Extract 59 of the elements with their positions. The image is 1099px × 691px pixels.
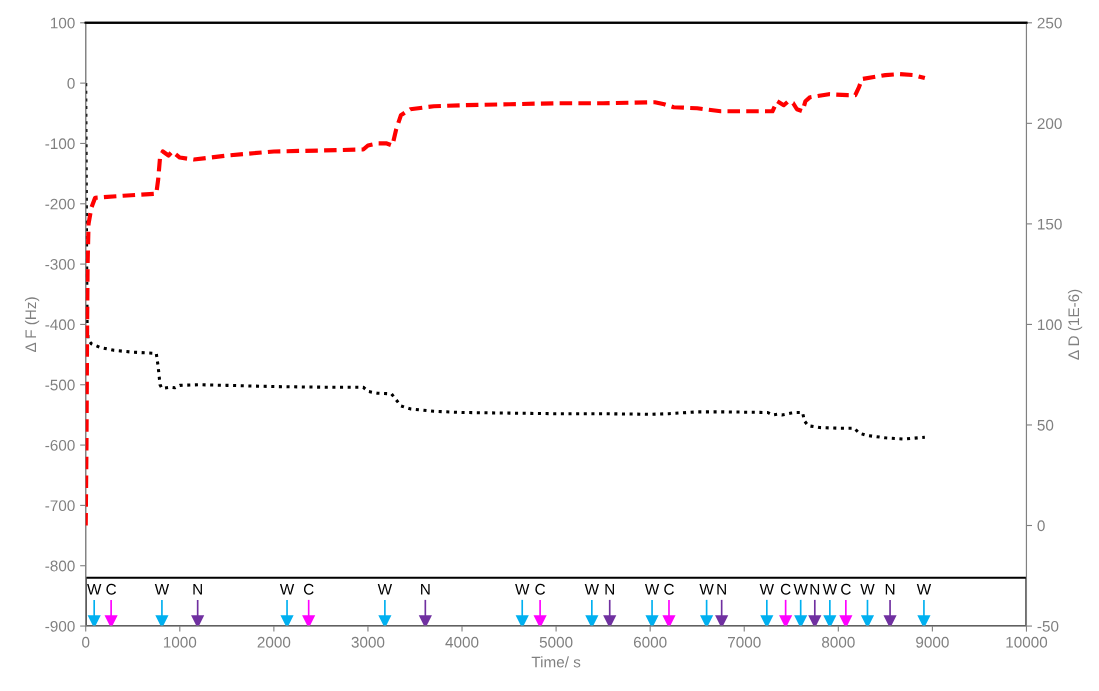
text: C — [535, 583, 546, 595]
y-tick-label: -200 — [45, 198, 75, 210]
x-tick-label: 6000 — [633, 636, 667, 648]
text: W — [916, 584, 932, 595]
text: W — [279, 584, 295, 595]
text: N — [717, 584, 726, 595]
series-label: N — [193, 584, 202, 595]
y2-tick-label: 150 — [1038, 218, 1062, 230]
y2-axis-title: Δ D (1E-6) — [1067, 289, 1083, 360]
y-tick-label: -700 — [45, 500, 75, 512]
text: C — [841, 583, 851, 595]
y-tick-label: -300 — [45, 258, 75, 270]
x-tick-label: 0 — [82, 636, 90, 648]
y-tick-label: -900 — [45, 620, 75, 632]
text: W — [759, 584, 774, 595]
y2-tick-label: 250 — [1037, 17, 1062, 29]
y-tick-label: -100 — [45, 138, 75, 150]
y2-tick-label: 50 — [1037, 419, 1054, 431]
y-tick-label: 0 — [67, 77, 75, 89]
series-label: W — [584, 584, 599, 595]
x-axis-title: Time/ s — [531, 656, 581, 668]
y-axis-title: Δ F (Hz) — [24, 297, 40, 352]
text: W — [515, 584, 530, 595]
y-tick-label: 100 — [50, 17, 75, 29]
x-tick-label: 3000 — [351, 636, 385, 648]
text: W — [699, 584, 714, 595]
y2-tick-label: 0 — [1037, 520, 1045, 532]
x-tick-label: 10000 — [1006, 636, 1048, 648]
y-tick-label: -500 — [45, 379, 75, 391]
text: W — [822, 584, 838, 595]
x-tick-label: 8000 — [821, 636, 855, 648]
x-tick-label: 1000 — [163, 636, 197, 648]
text: W — [860, 584, 875, 595]
x-tick-label: 2000 — [257, 636, 291, 648]
text: N — [605, 584, 614, 595]
y-tick-label: -800 — [45, 560, 75, 572]
y2-tick-label: -50 — [1037, 620, 1059, 632]
text: W — [154, 584, 170, 595]
series-label: C — [106, 583, 117, 595]
y2-tick-label: 200 — [1037, 118, 1062, 130]
x-tick-label: 4000 — [445, 636, 479, 648]
text: W — [87, 584, 102, 595]
text: C — [780, 583, 791, 595]
x-tick-label: 9000 — [916, 636, 949, 648]
text: W — [644, 584, 660, 595]
x-tick-label: 7000 — [728, 636, 761, 648]
y2-tick-label: 100 — [1038, 319, 1062, 331]
x-tick-label: 5000 — [539, 636, 573, 648]
line-series — [85, 81, 927, 441]
text: W — [793, 584, 808, 595]
text: W — [377, 584, 393, 595]
text: N — [885, 584, 895, 595]
line-series — [85, 71, 927, 528]
text: C — [303, 583, 314, 595]
text: N — [810, 584, 820, 595]
y-tick-label: -600 — [45, 439, 75, 451]
text: N — [421, 584, 430, 595]
y-tick-label: -400 — [45, 319, 75, 331]
text: C — [664, 583, 674, 595]
